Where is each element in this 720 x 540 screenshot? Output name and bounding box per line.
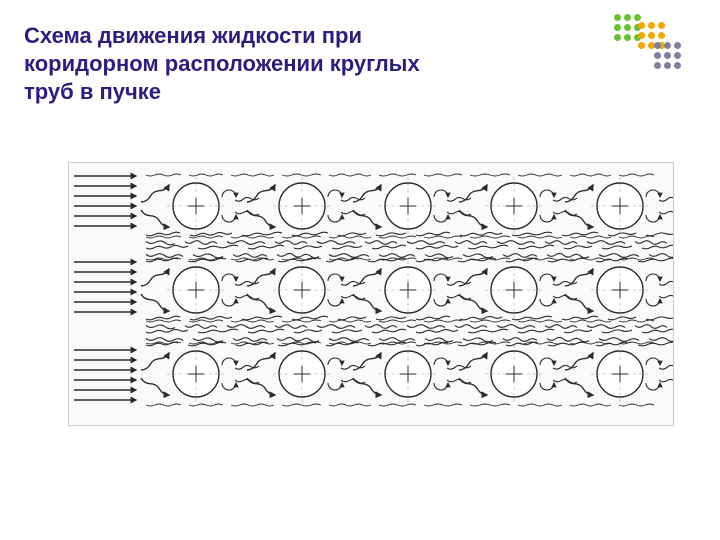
flow-diagram xyxy=(68,162,674,426)
page-title: Схема движения жидкости при коридорном р… xyxy=(24,22,454,106)
decor-dots xyxy=(614,14,692,97)
